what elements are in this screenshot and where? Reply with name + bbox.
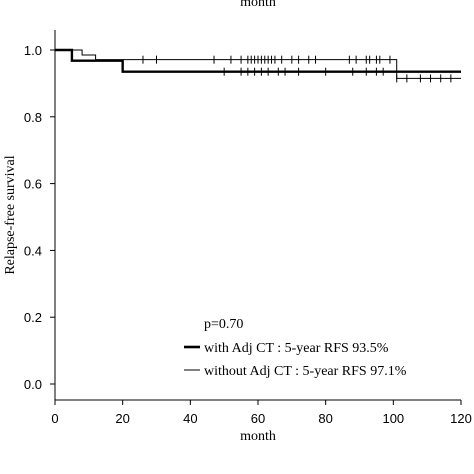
y-tick-label: 0.4 — [24, 243, 42, 258]
legend: p=0.70 with Adj CT : 5-year RFS 93.5% wi… — [184, 317, 407, 379]
top-cut-label: month — [240, 0, 276, 10]
legend-label-with-adj-ct: with Adj CT : 5-year RFS 93.5% — [204, 341, 389, 356]
y-axis-title: Relapse-free survival — [3, 155, 18, 274]
series-without-adj-ct — [55, 49, 461, 83]
x-tick-label: 60 — [251, 411, 265, 426]
y-tick-label: 0.2 — [24, 310, 42, 325]
x-axis-title: month — [240, 429, 276, 444]
survival-curve — [55, 49, 461, 79]
y-tick-label: 1.0 — [24, 43, 42, 58]
x-tick-label: 120 — [450, 411, 472, 426]
y-tick-label: 0.6 — [24, 177, 42, 192]
x-tick-label: 100 — [382, 411, 404, 426]
x-ticks: 0 20 40 60 80 100 120 — [51, 400, 472, 426]
legend-label-without-adj-ct: without Adj CT : 5-year RFS 97.1% — [204, 364, 407, 379]
x-tick-label: 80 — [318, 411, 332, 426]
series-layer — [55, 48, 461, 83]
x-tick-label: 0 — [51, 411, 58, 426]
y-ticks: 0.0 0.2 0.4 0.6 0.8 1.0 — [24, 43, 55, 392]
y-tick-label: 0.0 — [24, 377, 42, 392]
x-tick-label: 40 — [183, 411, 197, 426]
x-tick-label: 20 — [115, 411, 129, 426]
p-value-annotation: p=0.70 — [204, 317, 243, 332]
y-tick-label: 0.8 — [24, 110, 42, 125]
